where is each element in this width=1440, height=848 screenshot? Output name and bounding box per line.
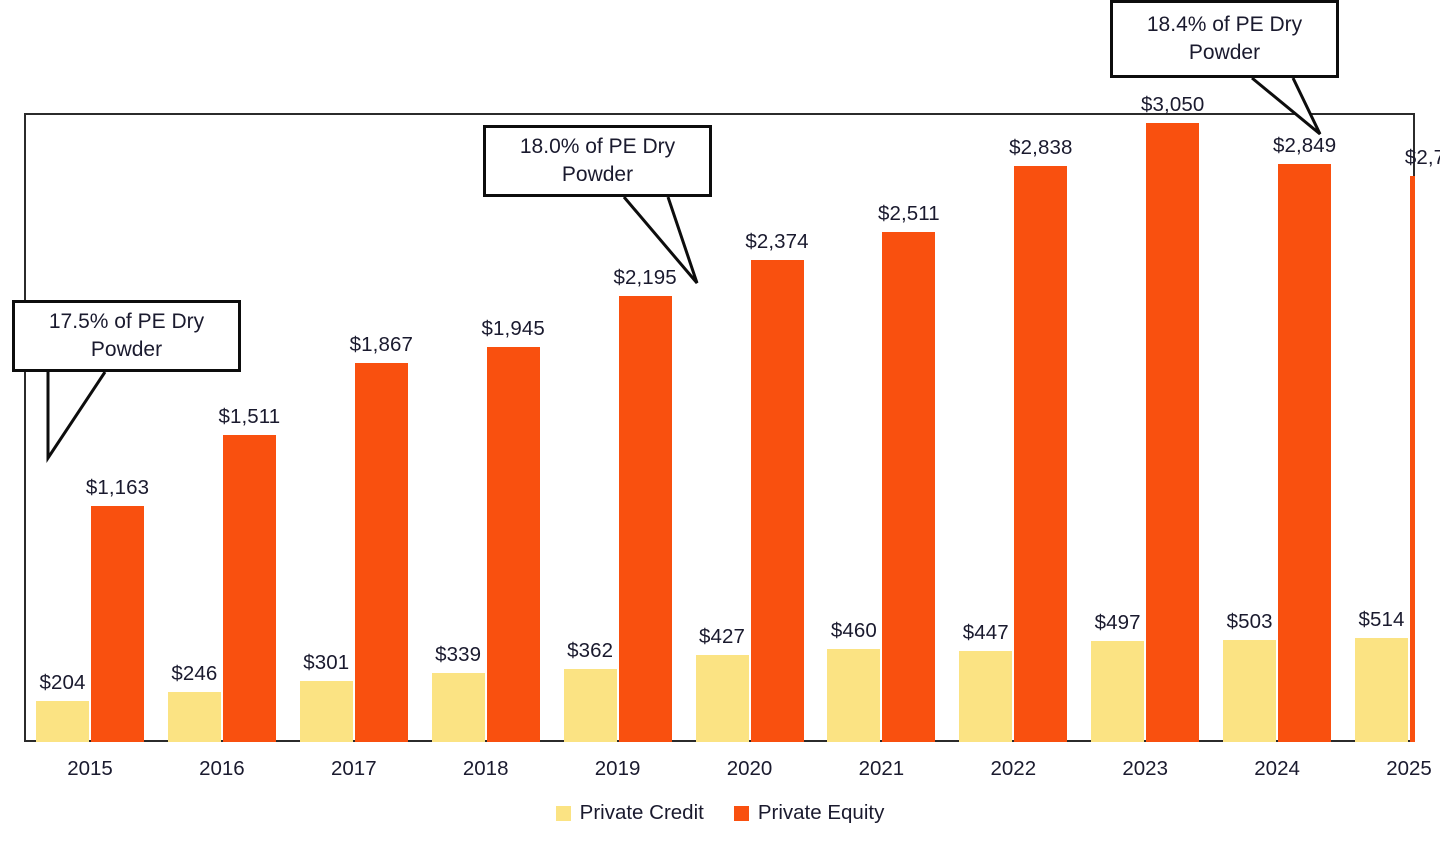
bar-private-credit-2024 [1223, 639, 1277, 742]
bar-private-equity-2024 [1278, 163, 1332, 742]
x-axis-tick-2018: 2018 [462, 757, 509, 780]
bar-private-credit-2021 [827, 648, 881, 742]
bar-private-equity-2017 [354, 363, 408, 742]
bar-private-credit-2023 [1091, 641, 1145, 742]
legend-swatch-icon [555, 805, 571, 821]
data-label-private-credit-2017: $301 [303, 650, 350, 674]
data-label-private-credit-2016: $246 [171, 662, 218, 686]
data-label-private-equity-2018: $1,945 [481, 317, 545, 341]
data-label-private-equity-2020: $2,374 [745, 230, 809, 254]
bar-private-credit-2019 [563, 668, 617, 742]
x-axis-tick-2015: 2015 [67, 757, 113, 780]
bar-private-credit-2020 [695, 655, 749, 742]
bar-private-equity-2019 [618, 296, 672, 742]
x-axis-tick-2023: 2023 [1122, 757, 1168, 780]
data-label-private-credit-2025: $514 [1358, 607, 1405, 631]
data-label-private-equity-2025: $2,787 [1404, 146, 1440, 170]
data-label-private-credit-2021: $460 [830, 618, 877, 642]
data-label-private-equity-2019: $2,195 [613, 266, 677, 290]
data-label-private-equity-2017: $1,867 [349, 332, 413, 356]
data-label-private-equity-2024: $2,849 [1272, 133, 1337, 157]
x-axis-tick-2016: 2016 [199, 757, 245, 780]
x-axis-tick-2017: 2017 [330, 757, 377, 780]
x-axis-tick-2025: 2025 [1386, 757, 1432, 780]
bar-private-credit-2022 [959, 651, 1013, 742]
data-label-private-equity-2021: $2,511 [878, 202, 940, 226]
annotation-callout-1: 17.5% of PE Dry Powder [12, 300, 241, 372]
data-label-private-credit-2024: $503 [1226, 609, 1273, 633]
x-axis-tick-2020: 2020 [726, 757, 773, 780]
legend-item-private-credit[interactable]: Private Credit [555, 801, 704, 825]
bar-private-credit-2016 [167, 692, 221, 742]
data-label-private-equity-2016: $1,511 [218, 405, 281, 429]
bar-private-equity-2018 [486, 347, 540, 742]
legend-label: Private Credit [579, 801, 704, 824]
data-label-private-equity-2015: $1,163 [85, 475, 150, 499]
x-axis-tick-2022: 2022 [990, 757, 1037, 780]
annotation-callout-text: 18.0% of PE Dry Powder [519, 135, 676, 186]
bar-private-equity-2022 [1014, 165, 1068, 742]
annotation-callout-3: 18.4% of PE Dry Powder [1110, 0, 1339, 78]
x-axis-tick-2024: 2024 [1254, 757, 1300, 780]
bar-private-equity-2021 [882, 232, 936, 742]
bars-layer [24, 113, 1415, 742]
bar-private-credit-2018 [431, 673, 485, 742]
bar-private-credit-2015 [36, 700, 89, 742]
legend-label: Private Equity [757, 801, 885, 824]
bar-private-credit-2017 [299, 680, 353, 742]
data-label-private-equity-2023: $3,050 [1141, 92, 1205, 116]
x-axis-tick-2019: 2019 [594, 757, 641, 780]
bar-private-credit-2025 [1355, 637, 1408, 742]
legend-swatch-icon [733, 805, 749, 821]
bar-private-equity-2015 [91, 505, 144, 742]
data-label-private-credit-2018: $339 [435, 643, 482, 667]
data-label-private-credit-2022: $447 [962, 621, 1009, 645]
data-label-private-credit-2020: $427 [698, 625, 745, 649]
x-axis-tick-2021: 2021 [858, 757, 905, 780]
data-label-private-credit-2023: $497 [1094, 611, 1141, 635]
data-label-private-credit-2015: $204 [39, 670, 86, 694]
bar-private-equity-2023 [1146, 122, 1200, 742]
data-label-private-equity-2022: $2,838 [1009, 135, 1073, 159]
chart-legend: Private Credit Private Equity [0, 801, 1440, 825]
annotation-callout-text: 17.5% of PE Dry Powder [48, 310, 205, 361]
bar-private-equity-2016 [222, 435, 276, 742]
annotation-callout-2: 18.0% of PE Dry Powder [483, 125, 712, 197]
legend-item-private-equity[interactable]: Private Equity [733, 801, 885, 825]
bar-private-equity-2020 [750, 260, 804, 742]
data-label-private-credit-2019: $362 [567, 638, 614, 662]
bar-private-equity-2025 [1410, 176, 1415, 742]
annotation-callout-text: 18.4% of PE Dry Powder [1146, 13, 1303, 64]
